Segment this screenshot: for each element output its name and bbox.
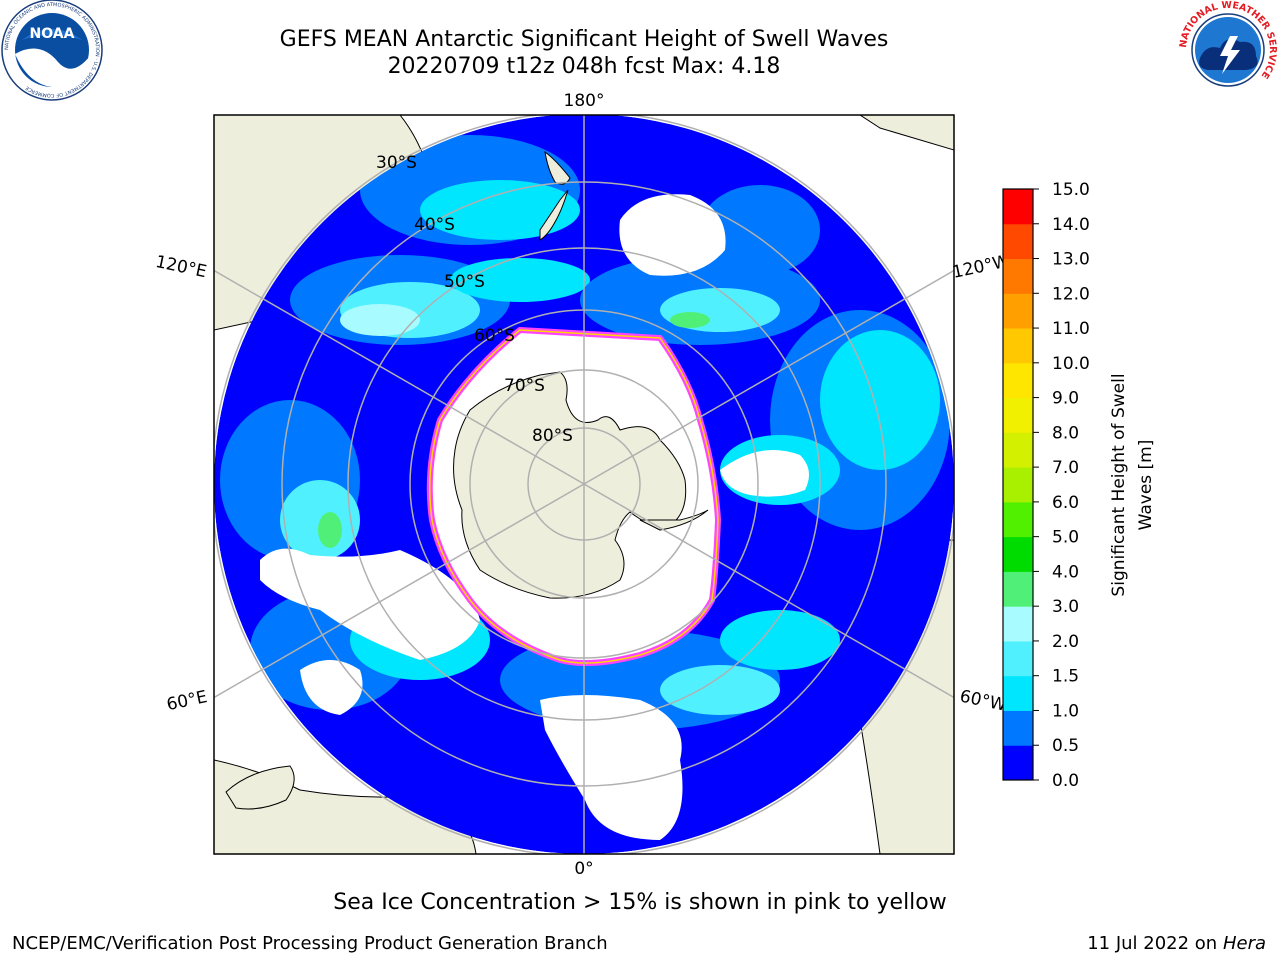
swell-field (220, 135, 950, 730)
colorbar-tick-label: 0.0 (1052, 771, 1079, 791)
antarctica-landmass (453, 371, 687, 599)
colorbar-segment (1003, 571, 1033, 607)
lat-label-70s: 70°S (504, 376, 545, 396)
colorbar-frame (1002, 188, 1034, 781)
lon-label-120e: 120°E (154, 252, 209, 282)
colorbar: 0.0 0.5 1.0 1.5 2.0 3.0 4.0 5.0 6.0 7.0 8.0 9.0 10.0… (1002, 180, 1090, 791)
colorbar-segment (1003, 432, 1033, 468)
colorbar-segment (1003, 536, 1033, 572)
colorbar-tick-label: 0.5 (1052, 736, 1079, 756)
colorbar-segment (1003, 328, 1033, 364)
map-frame (213, 114, 955, 855)
colorbar-tick-label: 13.0 (1052, 250, 1090, 270)
lat-label-50s: 50°S (444, 272, 485, 292)
colorbar-segment (1003, 293, 1033, 329)
colorbar-tick-label: 1.0 (1052, 701, 1079, 721)
lat-label-30s: 30°S (376, 153, 417, 173)
colorbar-tick-label: 14.0 (1052, 215, 1090, 235)
lon-label-0: 0° (574, 859, 593, 879)
colorbar-tick-label: 8.0 (1052, 423, 1079, 443)
noaa-logo-text: NOAA (30, 26, 75, 42)
colorbar-tick-label: 10.0 (1052, 354, 1090, 374)
lat-label-40s: 40°S (414, 215, 455, 235)
colorbar-segment (1003, 675, 1033, 711)
noaa-logo: NOAA NATIONAL OCEANIC AND ATMOSPHERIC AD… (1, 0, 103, 101)
colorbar-tick-label: 7.0 (1052, 458, 1079, 478)
colorbar-segment (1003, 258, 1033, 294)
new-zealand-landmass (539, 189, 569, 241)
new-zealand-north (544, 150, 571, 185)
colorbar-segment (1003, 362, 1033, 399)
colorbar-tick-label: 1.5 (1052, 667, 1079, 687)
colorbar-segment (1003, 710, 1033, 746)
nws-logo: NATIONAL WEATHER SERVICE (1178, 0, 1278, 98)
colorbar-tick-label: 11.0 (1052, 319, 1090, 339)
colorbar-label-line1: Significant Height of Swell (1109, 373, 1129, 596)
sea-ice-note: Sea Ice Concentration > 15% is shown in … (333, 890, 947, 915)
antarctic-peninsula (639, 509, 709, 531)
chart-subtitle: 20220709 t12z 048h fcst Max: 4.18 (387, 54, 781, 79)
colorbar-tick-label: 9.0 (1052, 389, 1079, 409)
madagascar-landmass (225, 765, 295, 810)
colorbar-segment (1003, 189, 1033, 225)
colorbar-segment (1003, 501, 1033, 538)
lat-label-80s: 80°S (532, 426, 573, 446)
footer-host: Hera (1222, 933, 1266, 954)
colorbar-tick-label: 4.0 (1052, 562, 1079, 582)
colorbar-tick-label: 2.0 (1052, 632, 1079, 652)
lon-label-180: 180° (564, 91, 605, 111)
footer-credit: NCEP/EMC/Verification Post Processing Pr… (12, 933, 608, 954)
lon-label-120w: 120°W (951, 251, 1012, 283)
colorbar-segment (1003, 606, 1033, 642)
colorbar-tick-label: 15.0 (1052, 180, 1090, 200)
footer-date-text: 11 Jul 2022 on (1087, 933, 1218, 954)
footer-date: 11 Jul 2022 on Hera (1087, 933, 1266, 954)
colorbar-label-line2: Waves [m] (1136, 440, 1156, 531)
colorbar-tick-label: 5.0 (1052, 528, 1079, 548)
colorbar-tick-label: 6.0 (1052, 493, 1079, 513)
colorbar-segment (1003, 467, 1033, 503)
lat-label-60s: 60°S (474, 326, 515, 346)
colorbar-segment (1003, 223, 1033, 260)
colorbar-tick-label: 3.0 (1052, 597, 1079, 617)
lon-label-60w: 60°W (958, 686, 1008, 715)
chart-title: GEFS MEAN Antarctic Significant Height o… (279, 27, 889, 52)
colorbar-segment (1003, 745, 1033, 781)
colorbar-tick-label: 12.0 (1052, 284, 1090, 304)
longitude-gridlines (214, 115, 954, 854)
colorbar-segment (1003, 397, 1033, 433)
lon-label-60e: 60°E (165, 687, 209, 715)
colorbar-segment (1003, 640, 1033, 677)
